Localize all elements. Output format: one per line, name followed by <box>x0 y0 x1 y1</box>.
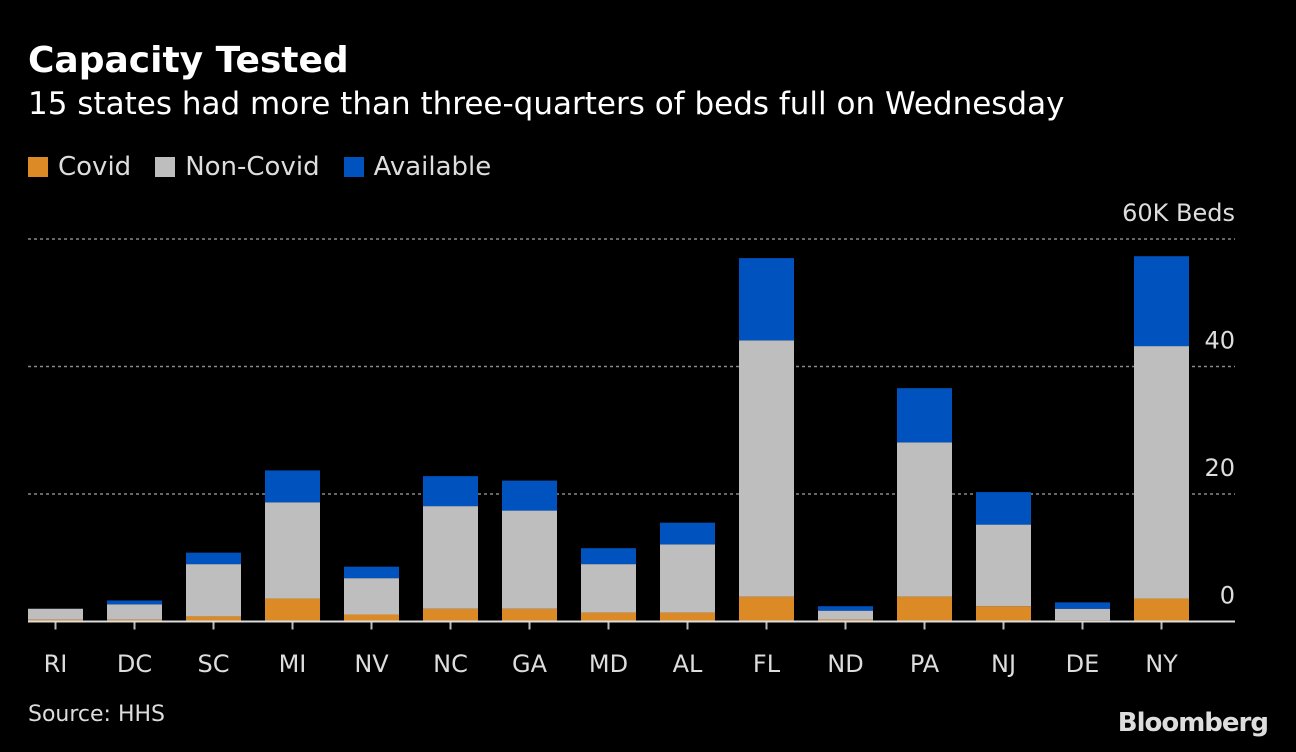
legend-label: Non-Covid <box>185 152 320 182</box>
bar-non-covid-nv <box>344 578 399 615</box>
bar-non-covid-mi <box>265 502 320 599</box>
y-tick-label: 40 <box>1204 327 1235 355</box>
legend-item-covid: Covid <box>28 152 131 182</box>
bar-available-pa <box>897 388 952 443</box>
bar-available-nj <box>976 492 1031 525</box>
bar-available-mi <box>265 470 320 503</box>
bar-covid-nv <box>344 614 399 622</box>
x-tick-label: GA <box>512 650 548 678</box>
chart-title: Capacity Tested <box>28 40 349 81</box>
bar-covid-nj <box>976 606 1031 622</box>
x-tick-label: NY <box>1145 650 1178 678</box>
bar-available-ga <box>502 480 557 511</box>
bar-non-covid-de <box>1055 608 1110 621</box>
bar-non-covid-nd <box>818 610 873 620</box>
x-tick-label: MD <box>589 650 628 678</box>
bar-available-nd <box>818 606 873 611</box>
bar-non-covid-al <box>660 544 715 613</box>
bar-covid-al <box>660 612 715 622</box>
legend-swatch-covid <box>28 157 48 177</box>
bar-non-covid-sc <box>186 564 241 617</box>
bar-available-sc <box>186 552 241 565</box>
bar-available-ny <box>1134 256 1189 347</box>
x-tick-label: ND <box>827 650 863 678</box>
y-tick-label: 60K Beds <box>1122 199 1235 227</box>
bar-covid-fl <box>739 596 794 622</box>
y-tick-label: 0 <box>1220 582 1235 610</box>
bar-non-covid-ny <box>1134 346 1189 599</box>
bar-non-covid-ga <box>502 510 557 609</box>
bar-available-nc <box>423 476 478 507</box>
x-tick-label: DC <box>117 650 152 678</box>
bar-available-de <box>1055 602 1110 609</box>
x-tick-label: MI <box>279 650 307 678</box>
bar-non-covid-ri <box>28 608 83 620</box>
x-tick-label: FL <box>753 650 781 678</box>
x-tick-label: DE <box>1066 650 1100 678</box>
bar-covid-nc <box>423 608 478 622</box>
bar-non-covid-fl <box>739 340 794 597</box>
x-tick-label: NJ <box>991 650 1016 678</box>
legend-label: Available <box>373 152 492 182</box>
legend: Covid Non-Covid Available <box>28 152 491 182</box>
bar-covid-ga <box>502 608 557 622</box>
bar-available-dc <box>107 600 162 605</box>
bar-available-nv <box>344 566 399 579</box>
bar-covid-sc <box>186 616 241 622</box>
legend-label: Covid <box>58 152 132 182</box>
legend-swatch-available <box>343 157 364 177</box>
bar-covid-md <box>581 612 636 622</box>
bar-non-covid-pa <box>897 442 952 597</box>
bar-non-covid-dc <box>107 604 162 620</box>
x-tick-label: SC <box>198 650 230 678</box>
x-tick-label: PA <box>910 650 940 678</box>
x-tick-label: NC <box>433 650 468 678</box>
bar-non-covid-nc <box>423 506 478 609</box>
bar-available-al <box>660 522 715 545</box>
y-tick-label: 20 <box>1204 454 1235 482</box>
bar-covid-pa <box>897 596 952 622</box>
legend-swatch-non-covid <box>155 157 176 177</box>
x-tick-label: RI <box>44 650 68 678</box>
source-note: Source: HHS <box>28 702 166 727</box>
legend-item-non-covid: Non-Covid <box>155 152 320 182</box>
bar-non-covid-md <box>581 564 636 613</box>
chart-subtitle: 15 states had more than three-quarters o… <box>28 86 1065 122</box>
bar-available-fl <box>739 258 794 341</box>
x-tick-label: AL <box>673 650 703 678</box>
bloomberg-logo: Bloomberg <box>1117 708 1269 738</box>
bar-available-md <box>581 548 636 565</box>
bar-non-covid-nj <box>976 524 1031 607</box>
bar-covid-mi <box>265 598 320 622</box>
legend-item-available: Available <box>343 152 492 182</box>
x-tick-label: NV <box>354 650 389 678</box>
bar-covid-ny <box>1134 598 1189 622</box>
